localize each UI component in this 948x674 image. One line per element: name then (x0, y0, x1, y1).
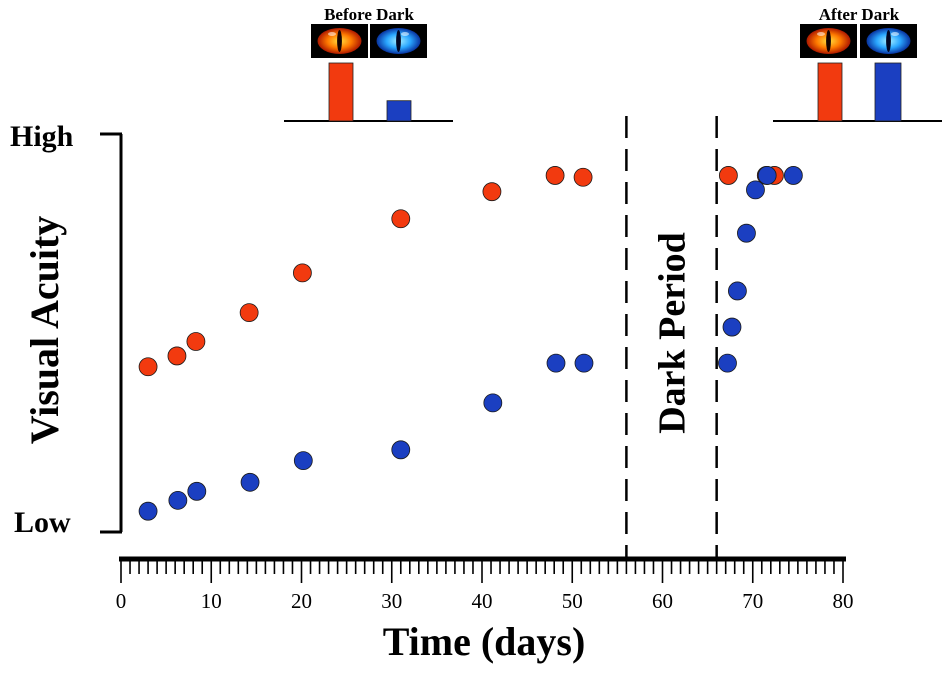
inset-before-dark-bars (328, 62, 412, 122)
x-tick-label: 50 (562, 589, 583, 613)
blue-data-point (240, 472, 260, 492)
x-ticks: 0 10 20 30 40 50 60 70 80 (116, 559, 854, 613)
inset-after-dark-title: After Dark (819, 5, 900, 24)
blue-data-point (737, 223, 756, 243)
x-axis: 0 10 20 30 40 50 60 70 80 Time (days) (116, 556, 854, 664)
red-data-point (718, 166, 738, 185)
dark-period-label: Dark Period (652, 232, 694, 434)
blue-data-point (187, 481, 207, 501)
dark-period-region: Dark Period (625, 116, 718, 557)
red-bar (817, 62, 843, 122)
blue-eye-icon (860, 24, 917, 58)
x-tick-label: 20 (291, 589, 312, 613)
blue-data-point (746, 180, 765, 200)
blue-data-point (718, 353, 737, 373)
red-data-point (545, 166, 565, 185)
y-level-high-label: High (10, 120, 74, 153)
inset-after-dark-bars (817, 62, 902, 122)
blue-eye-icon (370, 24, 427, 58)
y-axis-title: Visual Acuity (22, 216, 67, 445)
x-tick-label: 70 (742, 589, 763, 613)
red-data-point (167, 346, 187, 366)
red-data-point (138, 357, 158, 377)
x-tick-label: 60 (652, 589, 673, 613)
blue-data-point (546, 353, 566, 373)
red-data-point (239, 303, 259, 323)
blue-data-point (168, 490, 188, 510)
blue-data-point (483, 393, 503, 413)
blue-data-point (138, 501, 158, 521)
inset-before-dark: Before Dark (284, 5, 453, 122)
blue-data-point (722, 317, 742, 337)
x-tick-label: 10 (201, 589, 222, 613)
red-data-point (293, 263, 312, 283)
red-data-point (186, 332, 206, 351)
blue-bar (874, 62, 902, 122)
x-tick-label: 80 (833, 589, 854, 613)
x-tick-label: 40 (472, 589, 493, 613)
blue-data-point (391, 440, 411, 460)
inset-before-dark-title: Before Dark (324, 5, 414, 24)
blue-bar (386, 100, 412, 122)
red-data-point (482, 182, 502, 202)
blue-data-point (293, 451, 313, 471)
y-axis: High Low Visual Acuity (10, 120, 123, 539)
blue-data-point (783, 166, 803, 185)
x-axis-title: Time (days) (383, 619, 586, 664)
inset-after-dark: After Dark (773, 5, 942, 122)
red-eye-icon (311, 24, 368, 58)
red-eye-icon (800, 24, 857, 58)
y-level-low-label: Low (14, 506, 71, 539)
red-bar (328, 62, 354, 122)
x-tick-label: 0 (116, 589, 127, 613)
red-data-point (391, 209, 411, 229)
x-tick-label: 30 (381, 589, 402, 613)
red-data-point (573, 167, 593, 187)
blue-data-point (728, 281, 747, 301)
data-points (138, 166, 803, 521)
blue-data-point (574, 353, 594, 373)
blue-data-point (757, 166, 777, 185)
